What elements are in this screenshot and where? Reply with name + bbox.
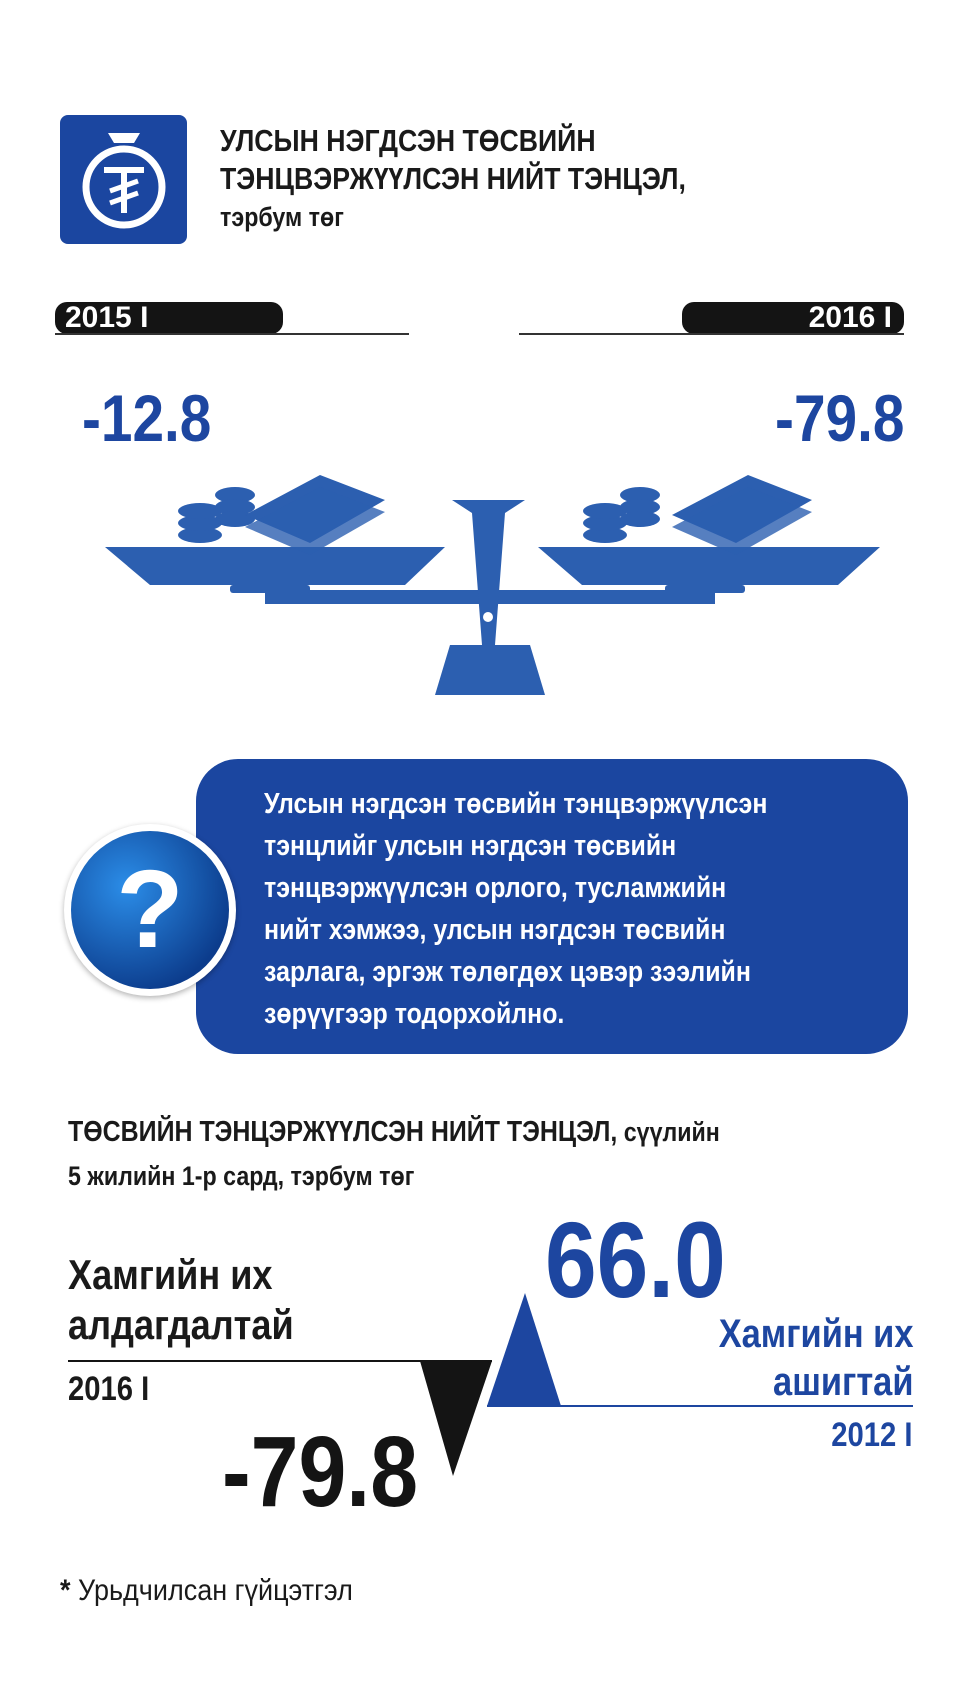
profit-label-line-2: ашигтай: [772, 1360, 913, 1404]
page-title: УЛСЫН НЭГДСЭН ТӨСВИЙН ТЭНЦВЭРЖҮҮЛСЭН НИЙ…: [220, 122, 686, 236]
period-badge-right: 2016 I: [682, 302, 904, 334]
profit-label-line-1: Хамгийн их: [718, 1312, 913, 1356]
footnote-asterisk: *: [60, 1574, 71, 1607]
section-title: ТӨСВИЙН ТЭНЦЭРЖҮҮЛСЭН НИЙТ ТЭНЦЭЛ, сүүли…: [68, 1110, 720, 1198]
definition-line: зөрүүгээр тодорхойлно.: [264, 998, 565, 1030]
loss-label-line-1: Хамгийн их: [68, 1251, 273, 1298]
loss-label: Хамгийн их алдагдалтай: [68, 1250, 294, 1350]
definition-line: Улсын нэгдсэн төсвийн тэнцвэржүүлсэн: [264, 788, 768, 820]
loss-value: -79.8: [222, 1416, 419, 1528]
divider-left: [55, 333, 409, 335]
loss-period: 2016 I: [68, 1370, 150, 1408]
title-line-2: ТЭНЦВЭРЖҮҮЛСЭН НИЙТ ТЭНЦЭЛ,: [220, 161, 686, 196]
tugrik-money-bag-icon: [60, 115, 187, 244]
definition-box: [196, 759, 908, 1054]
definition-line: тэнцлийг улсын нэгдсэн төсвийн: [264, 830, 677, 862]
section-title-rest: сүүлийн: [617, 1117, 720, 1147]
footnote: * Урьдчилсан гүйцэтгэл: [60, 1574, 353, 1608]
definition-line: зарлага, эргэж төлөгдөх цэвэр зээлийн: [264, 956, 751, 988]
profit-label: Хамгийн их ашигтай: [718, 1310, 913, 1406]
balance-scale-icon: [105, 475, 880, 695]
loss-rule: [68, 1360, 492, 1362]
question-mark-icon: ?: [64, 824, 236, 996]
value-left: -12.8: [82, 381, 212, 455]
period-right-label: 2016 I: [808, 301, 892, 334]
profit-period: 2012 I: [831, 1416, 913, 1454]
title-line-1: УЛСЫН НЭГДСЭН ТӨСВИЙН: [220, 123, 596, 158]
section-title-line-2: 5 жилийн 1-р сард, тэрбум төг: [68, 1161, 415, 1191]
loss-label-line-2: алдагдалтай: [68, 1301, 294, 1348]
profit-value: 66.0: [545, 1199, 726, 1320]
definition-text: Улсын нэгдсэн төсвийн тэнцвэржүүлсэн тэн…: [264, 783, 767, 1035]
period-badge-left: 2015 I: [55, 302, 283, 334]
value-right: -79.8: [774, 381, 904, 455]
definition-line: нийт хэмжээ, улсын нэгдсэн төсвийн: [264, 914, 726, 946]
definition-line: тэнцвэржүүлсэн орлого, тусламжийн: [264, 872, 727, 904]
footnote-text: Урьдчилсан гүйцэтгэл: [78, 1574, 353, 1607]
period-left-label: 2015 I: [65, 301, 149, 334]
divider-right: [519, 333, 904, 335]
section-title-main: ТӨСВИЙН ТЭНЦЭРЖҮҮЛСЭН НИЙТ ТЭНЦЭЛ,: [68, 1116, 618, 1148]
title-unit: тэрбум төг: [220, 202, 344, 232]
